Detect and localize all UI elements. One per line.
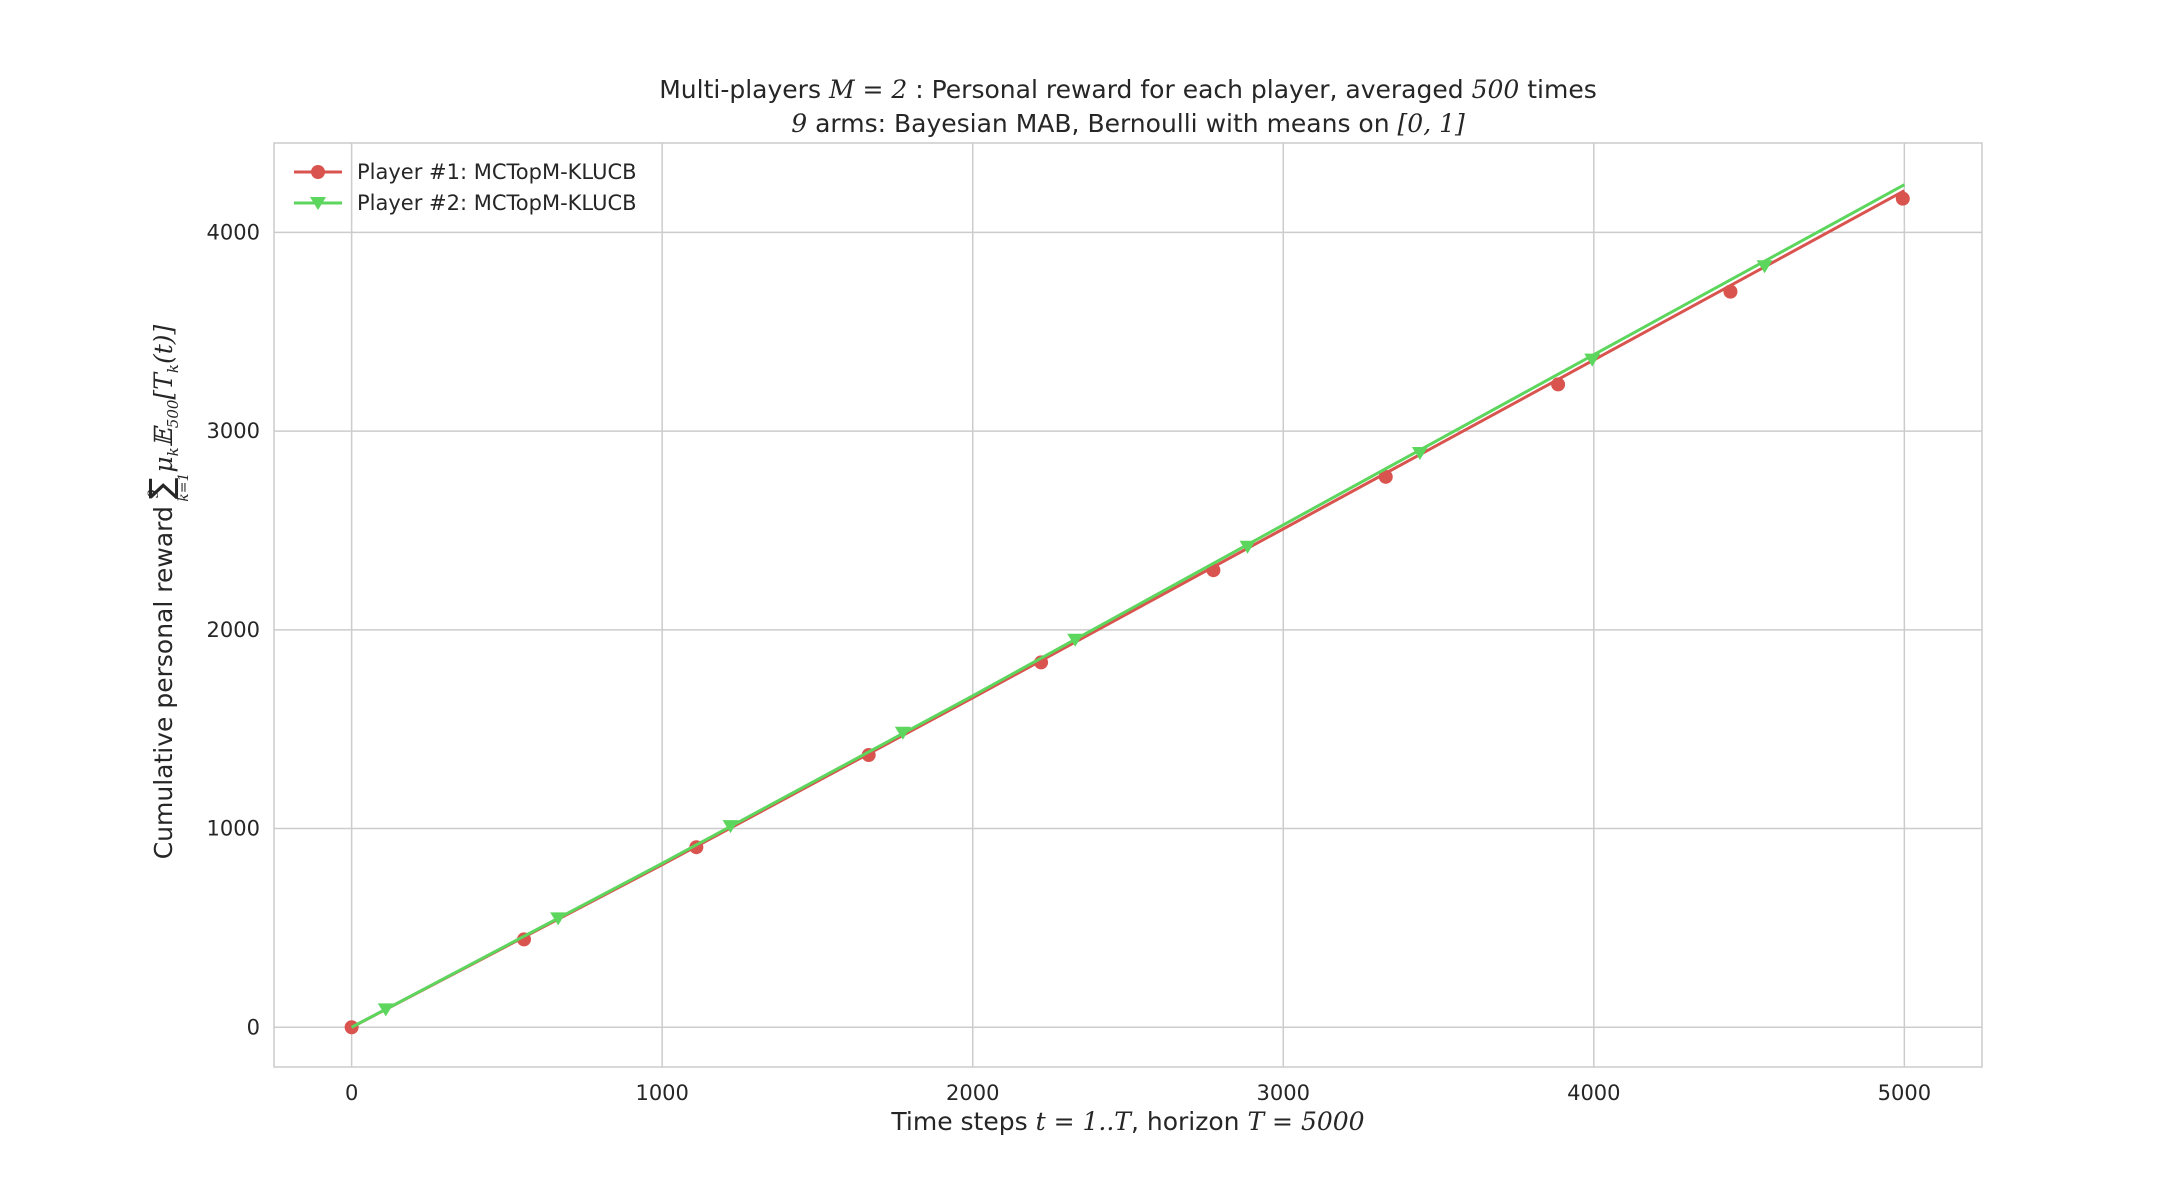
x-tick-label: 0: [345, 1081, 358, 1105]
ylabel-mu: μ: [149, 456, 178, 472]
x-tick-label: 4000: [1567, 1081, 1620, 1105]
ylabel-mu-sub: k: [164, 447, 182, 456]
legend-label-player-1: Player #1: MCTopM-KLUCB: [357, 160, 637, 184]
data-point-player-2: [550, 912, 567, 926]
plot-frame: [273, 142, 1983, 1068]
tick-labels: 0 1000 2000 3000 4000 5000 0 1000 2000 3000 4000: [207, 220, 1932, 1105]
grid: [274, 143, 1982, 1067]
data-point-player-1: [1895, 191, 1910, 206]
y-tick-label: 3000: [207, 419, 260, 443]
xlabel-math-t: t = 1..T: [1036, 1107, 1134, 1136]
legend: Player #1: MCTopM-KLUCB Player #2: MCTop…: [294, 160, 637, 215]
data-point-player-1: [1723, 284, 1738, 299]
ylabel-text: Cumulative personal reward: [149, 498, 178, 859]
xlabel-mid: , horizon: [1131, 1107, 1247, 1136]
legend-entry-player-2: Player #2: MCTopM-KLUCB: [294, 191, 637, 215]
svg-text:Cumulative personal reward 9∑k: Cumulative personal reward 9∑k=1μk𝔼500[T…: [142, 324, 192, 859]
ylabel-tk: [T: [149, 371, 178, 400]
ylabel-sum-top: 9: [146, 489, 162, 498]
x-axis-label: Time steps t = 1..T, horizon T = 5000: [890, 1107, 1364, 1136]
y-tick-label: 0: [247, 1015, 260, 1039]
data-point-player-2: [377, 1003, 394, 1017]
y-tick-label: 4000: [207, 220, 260, 244]
data-point-player-2: [1584, 353, 1601, 367]
legend-marker-player-2: [310, 197, 326, 210]
title2-mid: arms: Bayesian MAB, Bernoulli with means…: [807, 109, 1397, 138]
legend-label-player-2: Player #2: MCTopM-KLUCB: [357, 191, 637, 215]
ylabel-sum-symbol: ∑: [142, 478, 180, 500]
data-point-player-2: [1067, 633, 1084, 647]
data-point-player-2: [1239, 540, 1256, 554]
x-tick-label: 3000: [1257, 1081, 1310, 1105]
ylabel-tk-post: (t)]: [149, 324, 178, 364]
title1-post: times: [1519, 75, 1596, 104]
x-tick-label: 1000: [635, 1081, 688, 1105]
chart-title-line-2: 9 arms: Bayesian MAB, Bernoulli with mea…: [791, 109, 1465, 138]
title1-math-m: M = 2: [828, 75, 907, 104]
series-player-2: [350, 183, 1906, 1029]
title2-math-arms: 9: [791, 109, 807, 138]
series-line-player-2: [350, 183, 1906, 1029]
data-point-player-1: [1378, 469, 1393, 484]
ylabel-sum-bottom: k=1: [176, 473, 192, 502]
data-point-player-2: [1411, 446, 1428, 460]
y-axis-label: Cumulative personal reward 9∑k=1μk𝔼500[T…: [142, 324, 192, 859]
title1-math-repetitions: 500: [1472, 75, 1520, 104]
ylabel-expectation: 𝔼: [149, 424, 178, 447]
data-point-player-1: [344, 1020, 359, 1035]
ylabel-tk-sub: k: [164, 364, 182, 373]
series-layer: [344, 183, 1910, 1035]
data-point-player-1: [1551, 377, 1566, 392]
ylabel-expectation-sub: 500: [164, 399, 182, 428]
chart-title-line-1: Multi-players M = 2 : Personal reward fo…: [659, 75, 1597, 104]
legend-entry-player-1: Player #1: MCTopM-KLUCB: [294, 160, 637, 184]
x-tick-label: 2000: [946, 1081, 999, 1105]
data-point-player-2: [894, 726, 911, 740]
xlabel-pre: Time steps: [890, 1107, 1035, 1136]
y-tick-label: 1000: [207, 817, 260, 841]
title1-mid: : Personal reward for each player, avera…: [907, 75, 1471, 104]
legend-marker-player-1: [311, 165, 325, 179]
data-point-player-2: [1756, 260, 1773, 274]
x-tick-label: 5000: [1878, 1081, 1931, 1105]
title2-math-interval: [0, 1]: [1398, 109, 1465, 138]
title1-pre: Multi-players: [659, 75, 829, 104]
y-tick-label: 2000: [207, 618, 260, 642]
xlabel-math-horizon: T = 5000: [1247, 1107, 1364, 1136]
data-point-player-2: [722, 820, 739, 834]
